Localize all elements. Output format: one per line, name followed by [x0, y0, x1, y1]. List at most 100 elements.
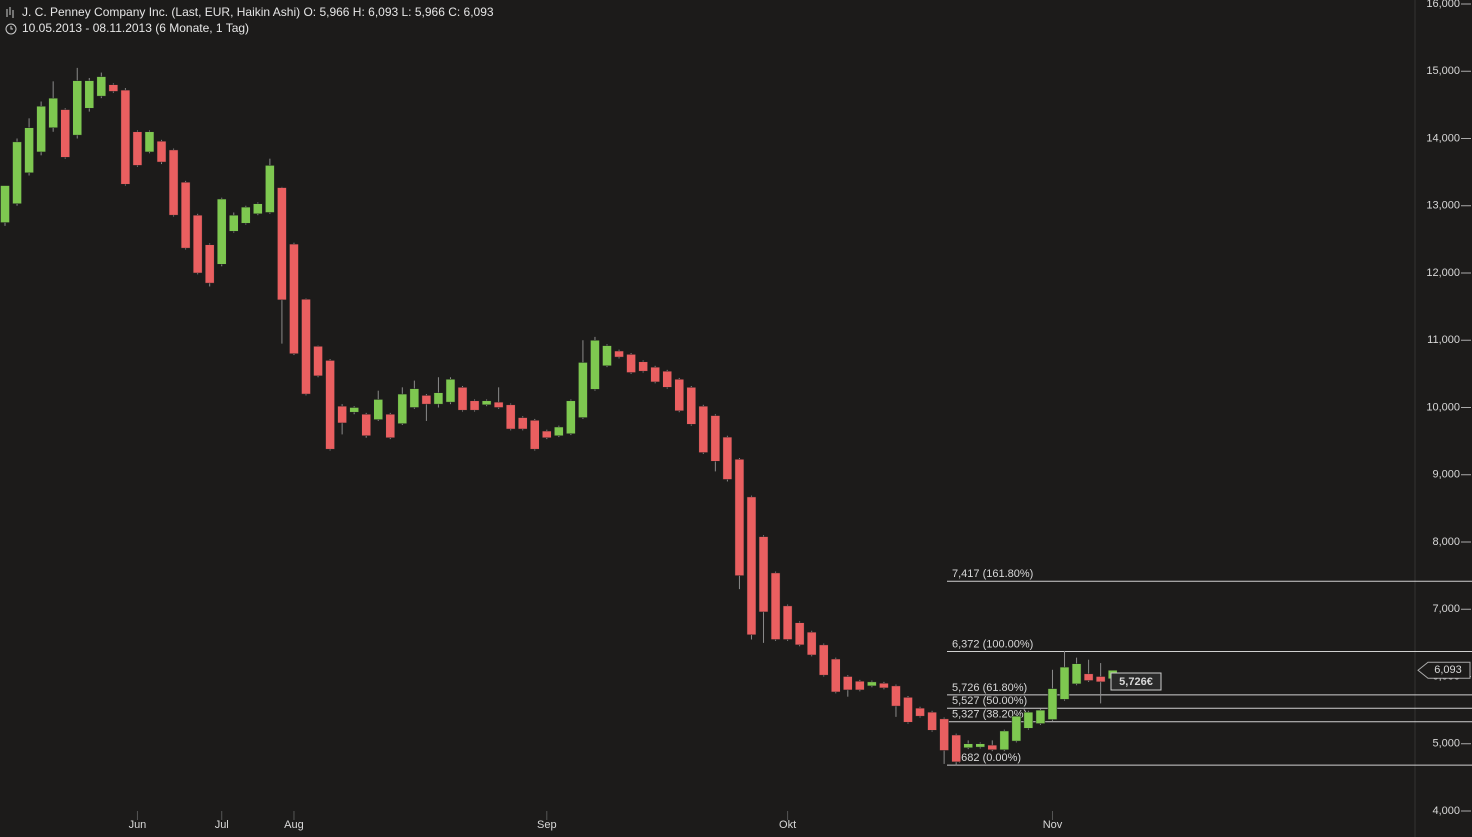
- candle-body: [421, 395, 432, 405]
- candle-body: [517, 417, 528, 430]
- candle-body: [337, 405, 347, 424]
- x-tick-label: Okt: [779, 819, 796, 831]
- clock-icon: [5, 23, 17, 35]
- fib-label: 5,327 (38.20%): [952, 709, 1027, 721]
- candle-body: [361, 413, 371, 436]
- candle-body: [60, 109, 70, 158]
- candle-body: [782, 605, 793, 640]
- candle-body: [987, 744, 998, 751]
- candle-body: [1047, 688, 1058, 720]
- x-tick-label: Aug: [284, 819, 304, 831]
- candle-body: [132, 131, 143, 166]
- candle-body: [1023, 711, 1034, 729]
- candle-body: [951, 734, 961, 763]
- candle-body: [84, 80, 95, 109]
- candle-body: [843, 676, 853, 691]
- candle-body: [96, 76, 107, 97]
- candle-body: [241, 206, 251, 224]
- candle-body: [397, 393, 408, 424]
- candle-body: [542, 430, 552, 439]
- y-tick-label: 9,000: [1432, 469, 1460, 481]
- candle-body: [481, 400, 492, 406]
- candle-body: [831, 658, 841, 693]
- candle-body: [590, 340, 600, 390]
- candle-body: [445, 379, 456, 403]
- candle-body: [710, 415, 721, 462]
- price-tag-box: [1110, 672, 1162, 691]
- candle-body: [686, 387, 697, 425]
- candle-body: [734, 459, 745, 576]
- candle-body: [433, 392, 444, 405]
- candle-body: [1095, 676, 1106, 683]
- y-tick-label: 15,000: [1426, 65, 1460, 77]
- candle-body: [349, 407, 359, 413]
- candle-body: [277, 187, 287, 301]
- y-tick-label: 14,000: [1426, 132, 1460, 144]
- candle-body: [373, 399, 383, 420]
- candle-body: [168, 149, 179, 216]
- candle-body: [1035, 709, 1046, 724]
- candle-body: [770, 572, 781, 640]
- candle-body: [578, 362, 588, 418]
- candle-body: [530, 420, 540, 450]
- candle-body: [469, 400, 480, 411]
- candle-body: [963, 743, 973, 749]
- candle-body: [867, 681, 877, 687]
- x-tick-label: Jun: [129, 819, 147, 831]
- candle-body: [746, 496, 757, 636]
- candle-body: [915, 707, 925, 717]
- candle-body: [662, 370, 672, 388]
- y-tick-label: 4,000: [1432, 805, 1460, 817]
- candle-body: [638, 361, 648, 372]
- y-tick-label: 5,000: [1432, 738, 1460, 750]
- candle-body: [626, 354, 636, 373]
- fib-label: 6,372 (100.00%): [952, 638, 1033, 650]
- candle-body: [313, 346, 323, 377]
- fib-label: 5,527 (50.00%): [952, 695, 1027, 707]
- candle-body: [879, 682, 889, 689]
- candle-body: [12, 141, 22, 204]
- candle-body: [650, 366, 660, 383]
- candle-body: [794, 622, 805, 646]
- y-tick-label: 13,000: [1426, 200, 1460, 212]
- chart-icon: [6, 7, 14, 18]
- candle-body: [975, 743, 985, 748]
- candle-body: [144, 131, 155, 153]
- last-price-label: 6,093: [1434, 664, 1462, 676]
- candle-body: [927, 711, 937, 731]
- price-tag-label: 5,726€: [1119, 676, 1153, 688]
- candle-body: [24, 127, 34, 174]
- x-tick-label: Nov: [1043, 819, 1063, 831]
- y-tick-label: 7,000: [1432, 603, 1460, 615]
- candle-body: [48, 97, 58, 128]
- chart-title: J. C. Penney Company Inc. (Last, EUR, Ha…: [22, 5, 494, 19]
- candle-body: [566, 400, 576, 434]
- y-tick-label: 11,000: [1427, 334, 1460, 346]
- candle-body: [614, 350, 624, 358]
- candle-body: [999, 730, 1010, 751]
- candle-body: [409, 388, 420, 408]
- y-tick-label: 16,000: [1426, 0, 1460, 10]
- candle-body: [939, 718, 949, 751]
- chart-subtitle: 10.05.2013 - 08.11.2013 (6 Monate, 1 Tag…: [22, 21, 249, 35]
- candle-body: [385, 413, 396, 439]
- candle-body: [253, 203, 263, 215]
- candle-body: [457, 387, 468, 411]
- candle-body: [180, 181, 191, 249]
- candle-body: [204, 244, 215, 284]
- y-tick-label: 10,000: [1426, 401, 1460, 413]
- candle-body: [216, 198, 227, 265]
- y-tick-label: 12,000: [1426, 267, 1460, 279]
- candle-body: [855, 680, 865, 691]
- candle-body: [229, 214, 239, 232]
- candle-body: [108, 84, 119, 92]
- fib-label: 5,726 (61.80%): [952, 682, 1027, 694]
- candle-body: [0, 185, 10, 223]
- candle-body: [289, 243, 299, 354]
- candle-body: [1059, 666, 1070, 700]
- candle-body: [156, 140, 167, 163]
- candle-body: [554, 426, 564, 436]
- candle-body: [505, 404, 516, 430]
